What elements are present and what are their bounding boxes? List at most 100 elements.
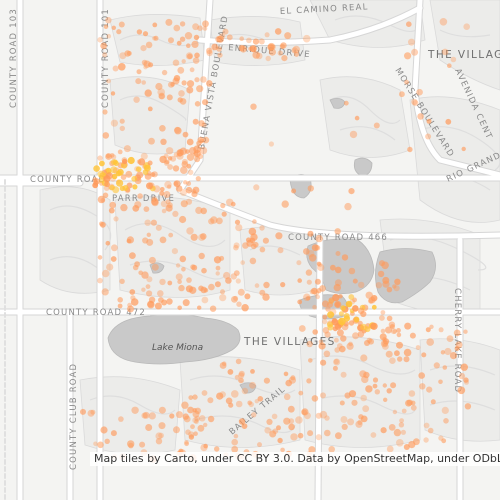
point-marker [283,417,291,425]
point-marker [207,415,215,423]
label-cherry-lake-road: CHERRY LAKE ROAD [452,288,462,393]
point-marker [254,283,260,288]
point-marker [230,273,237,280]
point-marker [191,40,199,49]
point-marker [242,242,249,249]
point-marker [344,392,351,399]
hotspot-marker [120,174,127,181]
point-marker [173,75,181,82]
point-marker [118,416,124,422]
point-marker [320,359,327,366]
point-marker [250,233,258,241]
point-marker [386,445,394,453]
point-marker [174,126,181,134]
point-marker [380,328,386,334]
point-marker [108,207,115,214]
point-marker [324,429,331,437]
point-marker [398,422,405,428]
point-markers [80,17,472,463]
point-marker [324,415,330,421]
point-marker [390,328,397,335]
point-marker [112,65,119,72]
point-marker [117,297,123,303]
point-marker [216,217,223,225]
point-marker [219,294,227,302]
point-marker [280,42,287,49]
point-marker [181,161,189,168]
hotspot-marker [122,158,128,165]
point-marker [323,350,331,358]
point-marker [97,37,103,43]
point-marker [233,295,239,301]
point-marker [315,412,322,419]
point-marker [318,342,326,350]
point-marker [333,358,341,366]
point-marker [380,310,386,315]
point-marker [160,187,165,192]
point-marker [160,200,168,208]
point-marker [258,38,265,45]
point-marker [176,40,182,46]
point-marker [175,263,181,268]
hotspot-marker [104,181,110,188]
point-marker [215,271,220,276]
hotspot-marker [150,172,156,178]
point-marker [438,379,443,385]
point-marker [441,406,449,414]
point-marker [134,201,142,209]
point-marker [449,352,458,360]
point-marker [380,339,389,348]
point-marker [438,435,444,441]
hotspot-marker [371,295,378,302]
point-marker [192,394,198,400]
point-marker [186,181,192,186]
point-marker [194,156,201,163]
point-marker [403,444,410,450]
point-marker [333,283,341,292]
point-marker [198,285,204,292]
point-marker [147,301,155,309]
point-marker [97,255,103,260]
point-marker [206,47,213,54]
point-marker [280,447,285,453]
label-el-camino-real: EL CAMINO REAL [280,2,369,17]
point-marker [172,165,180,172]
point-marker [195,206,203,214]
point-marker [251,412,257,418]
point-marker [97,441,104,449]
point-marker [262,293,270,301]
point-marker [101,269,110,278]
point-marker [253,184,260,191]
point-marker [128,442,134,449]
point-marker [404,322,412,330]
hotspot-marker [110,166,118,174]
point-marker [239,36,244,41]
point-marker [238,418,246,425]
point-marker [268,141,274,147]
point-marker [339,345,346,353]
point-marker [358,414,364,420]
point-marker [178,284,185,292]
point-marker [225,397,233,405]
point-marker [202,26,208,31]
point-marker [335,251,341,256]
point-marker [141,271,149,279]
point-marker [238,370,245,377]
point-marker [399,91,405,98]
point-marker [207,397,214,404]
point-marker [201,390,208,396]
point-marker [191,191,198,198]
point-marker [188,434,195,440]
point-marker [322,300,329,308]
point-marker [141,59,148,66]
point-marker [396,332,402,338]
hotspot-marker [99,160,105,167]
point-marker [315,234,323,243]
point-marker [129,289,136,295]
point-marker [168,81,175,88]
point-marker [102,52,108,58]
point-marker [311,395,319,402]
point-marker [454,346,460,351]
label-the-villages-north: THE VILLAGE [427,49,500,61]
